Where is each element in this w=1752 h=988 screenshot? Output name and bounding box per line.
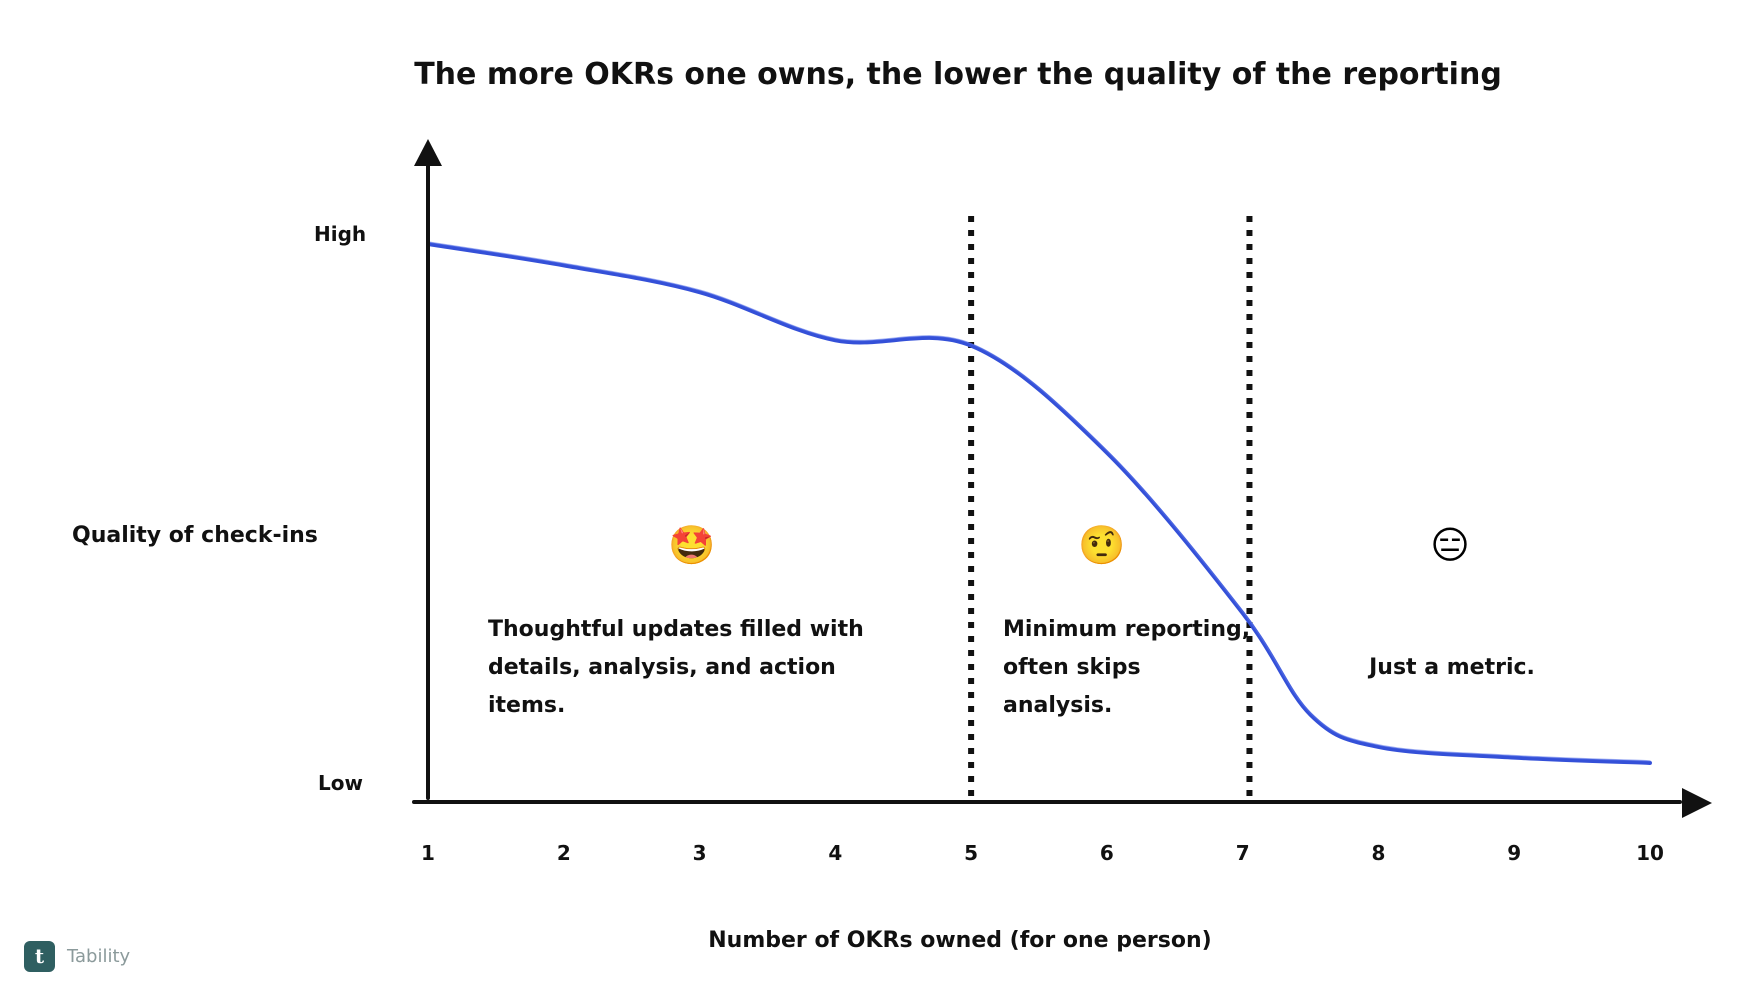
tability-logo-icon: t [24,941,55,972]
x-ticks: 1 2 3 4 5 6 7 8 9 10 [421,841,1664,865]
quality-curve-sketch [427,241,1651,762]
zone-emoji-icon: 🤨 [1078,523,1125,567]
zone-annotation: Thoughtful updates filled with details, a… [488,617,864,718]
x-tick-label: 9 [1507,841,1521,865]
zone-annotations: 🤩 Thoughtful updates filled with details, … [488,523,1535,718]
x-tick-label: 5 [964,841,978,865]
x-axis-arrow-icon [1682,788,1712,818]
y-axis-high-label: High [314,222,366,246]
x-tick-label: 1 [421,841,435,865]
x-tick-label: 8 [1371,841,1385,865]
zone-annotation: Just a metric. [1367,655,1535,680]
brand-footer: t Tability [24,941,130,972]
x-tick-label: 3 [693,841,707,865]
y-axis-label: Quality of check-ins [72,523,318,548]
x-tick-label: 7 [1236,841,1250,865]
x-tick-label: 6 [1100,841,1114,865]
x-axis-label: Number of OKRs owned (for one person) [708,928,1211,953]
quality-curve [426,242,1652,765]
x-tick-label: 2 [557,841,571,865]
zone-emoji-icon: 🤩 [668,523,715,567]
x-tick-label: 10 [1636,841,1664,865]
chart-title: The more OKRs one owns, the lower the qu… [414,57,1502,92]
brand-name: Tability [67,946,131,967]
y-axis-low-label: Low [318,771,363,795]
zone-annotation: Minimum reporting, often skips analysis. [1003,617,1250,718]
y-axis-arrow-icon [414,139,442,166]
zone-emoji-icon: 😑 [1430,523,1470,567]
x-tick-label: 4 [828,841,842,865]
